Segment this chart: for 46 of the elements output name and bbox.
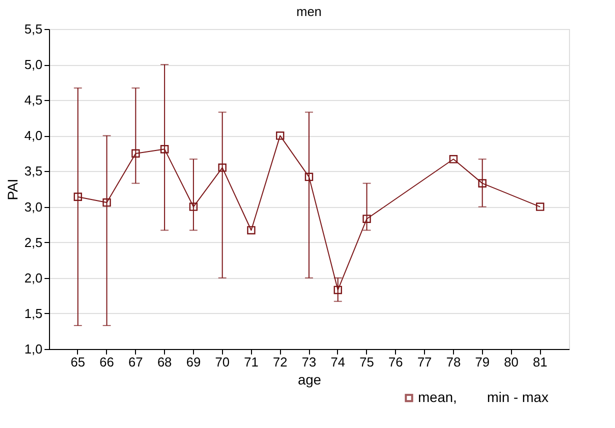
point (74, 192, 82, 201)
y-tick-label: 4,0 (24, 128, 42, 144)
x-tick-label: 79 (475, 354, 490, 370)
point (362, 214, 371, 223)
point (189, 202, 198, 211)
x-tick-label: 73 (302, 354, 316, 370)
point (218, 164, 226, 172)
x-tick-label: 76 (388, 354, 403, 370)
y-tick-label: 1,0 (24, 342, 42, 356)
point (478, 179, 486, 188)
x-tick-label: 72 (272, 354, 288, 370)
y-tick-label: 3,5 (24, 164, 42, 179)
chart-title: men (296, 4, 322, 19)
x-tick-label: 78 (446, 354, 461, 370)
point (160, 145, 169, 154)
y-tick-label: 3,0 (24, 199, 42, 214)
x-tick-label: 71 (244, 354, 258, 370)
y-tick-label: 5,0 (24, 57, 42, 72)
x-tick-label: 67 (128, 354, 143, 370)
point (132, 149, 140, 158)
y-tick-label: 2,0 (24, 270, 42, 286)
x-axis-title: age (298, 372, 322, 388)
y-axis-title: PAI (4, 178, 20, 200)
point (102, 198, 111, 207)
x-tick-label: 74 (330, 354, 346, 370)
x-tick-label: 66 (100, 354, 114, 370)
x-tick-label: 77 (417, 354, 432, 370)
point (536, 202, 544, 211)
text: min - max (487, 389, 548, 405)
x-tick-label: 69 (186, 354, 201, 370)
x-tick-label: 70 (215, 354, 230, 370)
point (276, 132, 284, 140)
x-tick-label: 68 (157, 354, 172, 370)
x-tick-label: 75 (360, 354, 374, 370)
y-tick-label: 5,5 (24, 22, 42, 36)
x-tick-label: 81 (532, 354, 548, 370)
y-tick-label: 4,5 (24, 92, 42, 108)
point (334, 286, 342, 294)
point (247, 226, 256, 234)
legend-label: mean, (418, 389, 457, 405)
x-tick-label: 65 (70, 354, 86, 370)
y-tick-label: 2,5 (24, 234, 42, 250)
x-tick-label: 80 (504, 354, 518, 370)
y-tick-label: 1,5 (24, 306, 42, 321)
point (449, 154, 458, 164)
point (304, 172, 314, 182)
